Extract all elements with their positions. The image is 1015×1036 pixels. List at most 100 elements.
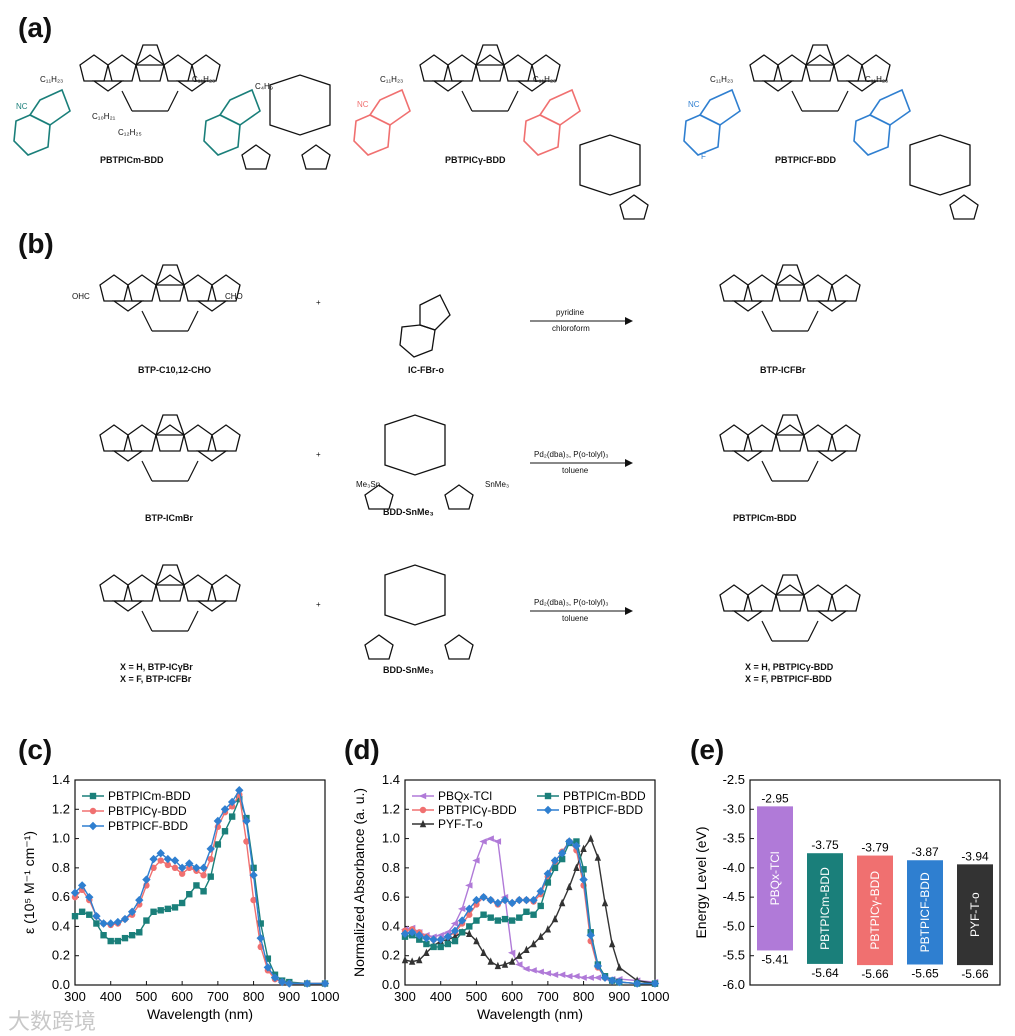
bar-category-label: PBQx-TCl [768, 851, 782, 905]
data-point [550, 971, 559, 978]
atom-nc-a1: NC [16, 102, 28, 111]
data-point [450, 926, 460, 936]
data-point [423, 948, 430, 956]
homo-value-label: -5.66 [861, 967, 889, 981]
energy-bar [757, 806, 793, 951]
data-point [543, 970, 552, 977]
cond-b2-top: Pd₂(dba)₃, P(o-tolyl)₃ [534, 450, 609, 459]
x-tick-label: 600 [501, 989, 523, 1004]
data-point [508, 957, 516, 965]
y-tick-label: -4.5 [723, 889, 745, 904]
data-point [416, 955, 423, 964]
data-point [220, 805, 230, 814]
data-point [587, 834, 594, 842]
atom-c11-a4: C₁₁H₂₃ [533, 75, 557, 84]
x-tick-label: 800 [243, 989, 265, 1004]
data-point [522, 895, 531, 905]
data-point [113, 917, 123, 927]
legend-marker [543, 805, 553, 815]
atom-c11-a5: C₁₁H₂₃ [710, 75, 734, 84]
data-point [544, 925, 552, 933]
data-point [450, 920, 459, 927]
data-point [466, 911, 473, 918]
data-point [150, 864, 157, 872]
cond-b2-bottom: toluene [562, 466, 589, 475]
mol-b1-product: BTP-ICFBr [760, 365, 806, 375]
bar-category-label: PBTPICm-BDD [818, 867, 832, 950]
data-point [257, 920, 264, 927]
data-point [566, 882, 573, 891]
data-point [214, 841, 222, 848]
data-point [429, 935, 438, 944]
data-point [264, 955, 272, 962]
data-point [178, 899, 186, 907]
x-tick-label: 700 [537, 989, 559, 1004]
panel-d-letter: (d) [344, 734, 380, 765]
x-tick-label: 1000 [641, 989, 670, 1004]
data-point [150, 908, 157, 915]
data-point [573, 863, 580, 872]
data-point [529, 967, 537, 974]
data-point [157, 857, 164, 864]
data-point [444, 940, 452, 948]
x-axis-label: Wavelength (nm) [477, 1006, 583, 1022]
data-point [522, 965, 530, 973]
y-tick-label: 1.0 [52, 831, 70, 846]
lumo-value-label: -3.94 [961, 849, 989, 863]
data-point [457, 905, 466, 913]
y-tick-label: 1.0 [382, 831, 400, 846]
energy-bar-group: PBTPICF-BDD -3.87 -5.65 [907, 845, 943, 981]
legend-label: PBQx-TCl [438, 789, 492, 803]
data-point [473, 936, 480, 945]
y-tick-label: 0.6 [52, 889, 70, 904]
mol-b2-reagent: BDD-SnMe₃ [383, 507, 434, 517]
lumo-value-label: -3.75 [811, 838, 839, 852]
watermark: 大数跨境 [8, 1009, 97, 1034]
data-point [579, 974, 587, 981]
x-tick-label: 500 [466, 989, 488, 1004]
x-tick-label: 400 [100, 989, 122, 1004]
data-point [270, 973, 280, 982]
data-point [92, 911, 101, 921]
data-point [422, 933, 431, 943]
legend-marker [89, 792, 97, 800]
x-tick-label: 1000 [311, 989, 340, 1004]
data-point [608, 939, 616, 948]
data-point [573, 838, 580, 845]
data-point [537, 932, 544, 940]
atom-sn-left: Me₃Sn [356, 480, 381, 489]
y-tick-label: -5.5 [723, 948, 745, 963]
data-point [550, 856, 560, 865]
atom-c11-a3: C₁₁H₂₃ [380, 75, 404, 84]
data-point [408, 957, 416, 965]
y-tick-label: 1.4 [382, 772, 400, 787]
data-point [164, 905, 172, 913]
data-point [493, 898, 503, 908]
data-point [480, 948, 487, 956]
data-point [572, 973, 580, 980]
data-point [136, 929, 143, 936]
legend-label: PBTPICγ-BDD [108, 804, 187, 818]
data-point [207, 855, 214, 863]
atom-c10-a1: C₁₀H₂₁ [92, 112, 116, 121]
x-tick-label: 300 [394, 989, 416, 1004]
legend-label: PYF-T-o [438, 817, 483, 831]
mol-b2-reactant: BTP-ICmBr [145, 513, 194, 523]
data-point [77, 881, 87, 890]
y-tick-label: -6.0 [723, 977, 745, 992]
data-point [242, 816, 251, 826]
homo-value-label: -5.64 [811, 966, 839, 980]
data-point [199, 863, 208, 873]
y-tick-label: 1.4 [52, 772, 70, 787]
panel-e-letter: (e) [690, 734, 725, 765]
y-tick-label: -3.5 [723, 831, 745, 846]
data-point [243, 838, 250, 845]
legend-marker [419, 819, 427, 828]
y-tick-label: 1.2 [52, 801, 70, 816]
data-point [600, 973, 610, 982]
data-point [493, 838, 502, 845]
data-point [171, 904, 179, 911]
data-point [586, 974, 594, 981]
legend-marker [418, 792, 427, 800]
data-point [466, 929, 473, 937]
